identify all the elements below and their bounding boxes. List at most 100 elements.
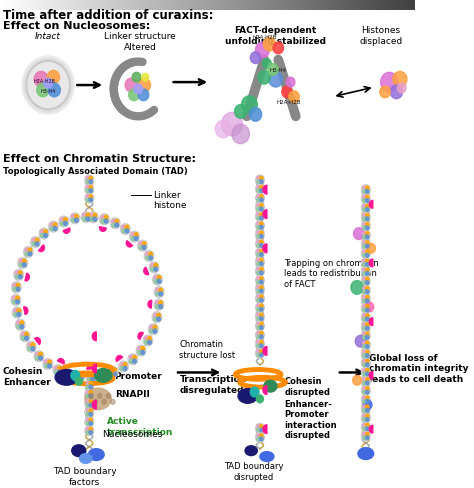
Circle shape — [363, 390, 366, 394]
Circle shape — [363, 408, 366, 412]
Circle shape — [365, 427, 369, 430]
Circle shape — [260, 271, 263, 275]
Circle shape — [260, 299, 263, 303]
Text: H3·H4: H3·H4 — [40, 89, 56, 94]
Circle shape — [89, 394, 93, 399]
Circle shape — [363, 432, 366, 436]
Circle shape — [257, 434, 263, 441]
Circle shape — [260, 289, 263, 293]
Circle shape — [257, 204, 263, 211]
Circle shape — [260, 434, 263, 438]
Circle shape — [76, 373, 80, 377]
Circle shape — [365, 245, 369, 248]
Circle shape — [58, 366, 61, 370]
Circle shape — [365, 236, 369, 239]
Circle shape — [155, 292, 159, 296]
Circle shape — [98, 394, 102, 399]
Circle shape — [15, 320, 25, 330]
Circle shape — [86, 412, 90, 416]
Circle shape — [118, 362, 128, 372]
Circle shape — [363, 287, 369, 294]
Circle shape — [43, 359, 53, 369]
Circle shape — [153, 329, 157, 333]
Circle shape — [257, 241, 260, 244]
Circle shape — [257, 350, 260, 354]
Circle shape — [48, 360, 51, 365]
Circle shape — [363, 324, 369, 330]
Text: Effect on Chromatin Structure:: Effect on Chromatin Structure: — [3, 154, 196, 164]
Ellipse shape — [85, 388, 111, 410]
Circle shape — [361, 231, 370, 241]
Circle shape — [122, 229, 126, 233]
Circle shape — [89, 394, 92, 398]
Circle shape — [99, 372, 102, 376]
Circle shape — [260, 217, 263, 221]
Circle shape — [361, 240, 370, 250]
Text: Time after addition of curaxins:: Time after addition of curaxins: — [3, 9, 213, 22]
Circle shape — [139, 242, 146, 250]
Circle shape — [365, 305, 369, 309]
Circle shape — [86, 177, 90, 181]
Circle shape — [257, 332, 260, 335]
Circle shape — [36, 356, 39, 360]
Circle shape — [257, 326, 260, 330]
Circle shape — [363, 187, 369, 194]
Circle shape — [86, 409, 90, 413]
Circle shape — [155, 288, 159, 293]
Circle shape — [35, 239, 39, 243]
Circle shape — [22, 57, 74, 115]
Wedge shape — [38, 245, 45, 252]
Wedge shape — [263, 244, 267, 253]
Circle shape — [20, 321, 24, 325]
Text: H2A·H2B: H2A·H2B — [252, 35, 276, 40]
Circle shape — [113, 368, 117, 372]
Circle shape — [26, 61, 71, 111]
Circle shape — [115, 224, 118, 228]
Circle shape — [12, 307, 22, 318]
Circle shape — [31, 347, 35, 351]
Circle shape — [23, 260, 26, 264]
Wedge shape — [92, 365, 96, 373]
Circle shape — [58, 370, 61, 374]
Circle shape — [109, 372, 113, 376]
Circle shape — [157, 314, 161, 318]
Wedge shape — [369, 201, 373, 209]
Circle shape — [89, 422, 92, 426]
Circle shape — [159, 288, 163, 293]
Circle shape — [260, 250, 263, 253]
Circle shape — [363, 332, 369, 339]
Circle shape — [86, 422, 90, 426]
Circle shape — [363, 314, 366, 318]
Circle shape — [257, 425, 263, 432]
Circle shape — [365, 308, 369, 312]
Circle shape — [89, 181, 92, 184]
Wedge shape — [369, 372, 373, 380]
Circle shape — [363, 378, 369, 385]
Circle shape — [71, 371, 80, 381]
Text: H2A·H2B: H2A·H2B — [277, 100, 301, 104]
Circle shape — [363, 363, 366, 367]
Circle shape — [129, 360, 133, 364]
Circle shape — [363, 226, 366, 230]
Circle shape — [363, 342, 366, 345]
Circle shape — [258, 71, 270, 85]
Circle shape — [90, 214, 93, 218]
Circle shape — [16, 287, 20, 291]
Circle shape — [89, 391, 92, 395]
Wedge shape — [127, 241, 133, 247]
Circle shape — [365, 345, 369, 348]
Circle shape — [128, 90, 139, 102]
Circle shape — [32, 239, 39, 246]
Wedge shape — [263, 186, 267, 195]
Circle shape — [361, 386, 370, 395]
Circle shape — [255, 194, 264, 203]
Circle shape — [85, 389, 94, 399]
Circle shape — [257, 323, 263, 329]
Wedge shape — [263, 210, 267, 219]
Text: Effect on Nucleosomes:: Effect on Nucleosomes: — [3, 20, 150, 30]
Circle shape — [363, 190, 366, 194]
Circle shape — [363, 296, 366, 300]
Circle shape — [393, 72, 407, 88]
Circle shape — [24, 247, 33, 258]
Circle shape — [365, 281, 369, 285]
